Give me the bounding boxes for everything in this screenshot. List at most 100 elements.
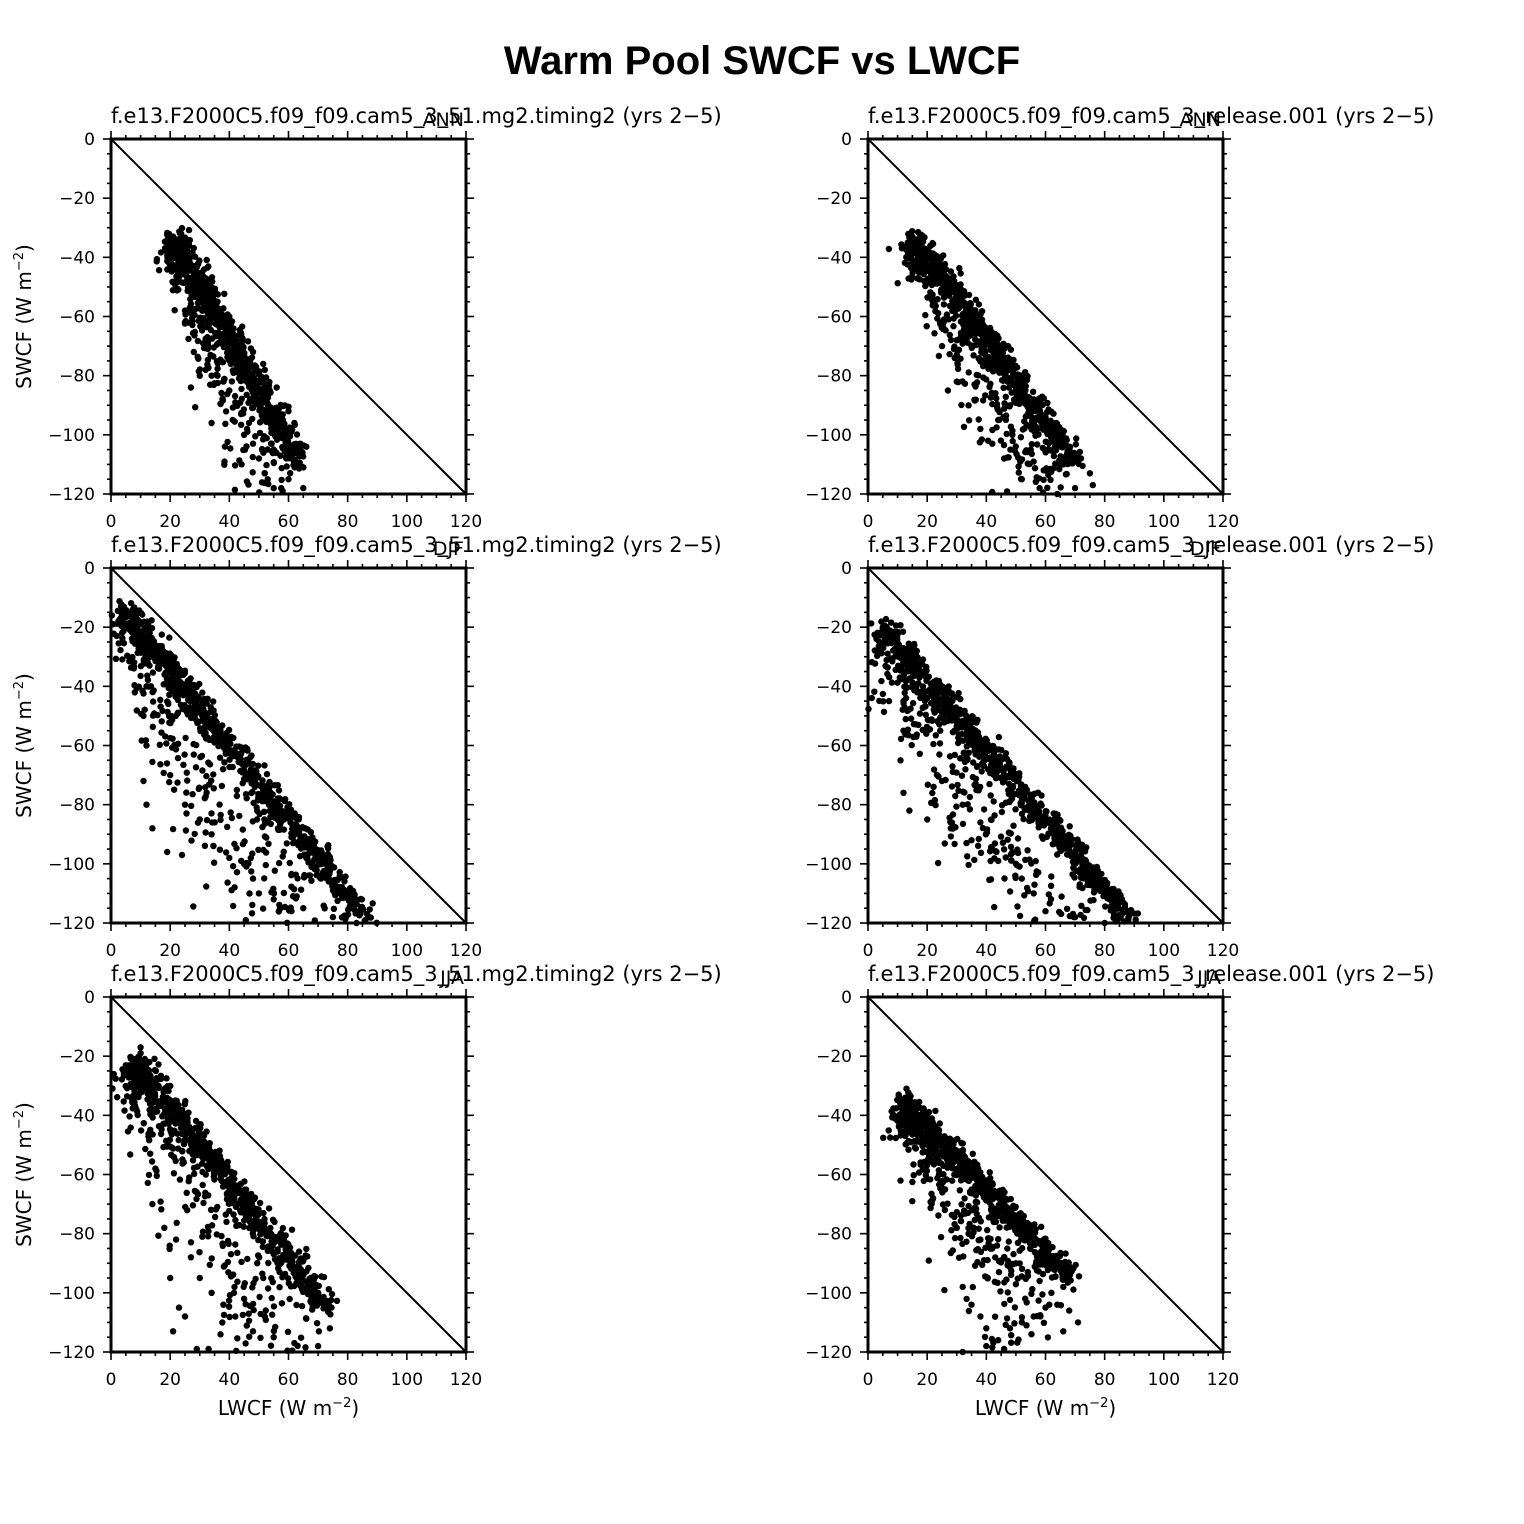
scatter-point bbox=[975, 301, 983, 308]
scatter-point bbox=[338, 888, 345, 896]
scatter-point bbox=[273, 404, 280, 411]
scatter-point bbox=[903, 683, 910, 691]
scatter-point bbox=[1087, 897, 1094, 904]
scatter-point bbox=[974, 842, 982, 849]
scatter-point bbox=[1012, 771, 1019, 778]
scatter-point bbox=[947, 833, 955, 840]
scatter-point bbox=[997, 833, 1005, 840]
scatter-point bbox=[1116, 898, 1124, 906]
scatter-point bbox=[1125, 913, 1133, 921]
scatter-point bbox=[312, 851, 319, 859]
scatter-point bbox=[300, 464, 307, 471]
scatter-point bbox=[1044, 399, 1051, 407]
scatter-point bbox=[947, 336, 955, 344]
scatter-point bbox=[922, 711, 929, 718]
scatter-point bbox=[238, 385, 245, 393]
scatter-point bbox=[889, 658, 896, 665]
scatter-point bbox=[932, 308, 939, 315]
scatter-point bbox=[999, 839, 1007, 846]
scatter-point bbox=[240, 1295, 248, 1303]
scatter-point bbox=[1000, 384, 1007, 391]
scatter-point bbox=[1102, 903, 1109, 910]
scatter-point bbox=[1039, 835, 1047, 842]
scatter-point bbox=[965, 291, 973, 299]
scatter-point bbox=[882, 615, 890, 623]
scatter-point bbox=[1104, 889, 1111, 897]
y-tick-label: −100 bbox=[805, 426, 852, 446]
scatter-point bbox=[234, 1335, 241, 1342]
scatter-point bbox=[998, 808, 1006, 816]
scatter-point bbox=[880, 708, 888, 716]
scatter-point bbox=[880, 644, 887, 652]
scatter-point bbox=[950, 323, 957, 330]
scatter-point bbox=[251, 783, 258, 790]
scatter-point bbox=[1024, 403, 1031, 410]
scatter-point bbox=[126, 1113, 133, 1120]
scatter-point bbox=[244, 747, 251, 754]
scatter-point bbox=[977, 819, 984, 826]
scatter-point bbox=[908, 235, 915, 242]
scatter-point bbox=[118, 606, 125, 613]
scatter-point bbox=[932, 302, 939, 310]
scatter-point bbox=[188, 314, 196, 322]
scatter-point bbox=[1020, 418, 1028, 425]
reference-line bbox=[867, 567, 1224, 924]
scatter-point bbox=[955, 378, 962, 386]
scatter-point bbox=[232, 1216, 239, 1224]
scatter-point bbox=[138, 710, 145, 718]
scatter-point bbox=[210, 698, 217, 705]
scatter-point bbox=[971, 781, 978, 789]
scatter-point bbox=[1086, 470, 1094, 477]
scatter-point bbox=[1021, 892, 1028, 899]
scatter-point bbox=[140, 632, 147, 639]
scatter-point bbox=[180, 279, 187, 286]
scatter-point bbox=[932, 801, 939, 809]
scatter-point bbox=[217, 816, 224, 824]
scatter-point bbox=[908, 741, 915, 749]
scatter-point bbox=[160, 769, 167, 777]
scatter-point bbox=[289, 821, 296, 828]
scatter-point bbox=[194, 261, 201, 268]
scatter-point bbox=[174, 278, 181, 285]
scatter-point bbox=[216, 801, 223, 808]
scatter-point bbox=[968, 837, 975, 844]
scatter-point bbox=[209, 278, 216, 285]
scatter-point bbox=[137, 620, 145, 627]
scatter-point bbox=[928, 281, 935, 289]
scatter-point bbox=[1033, 474, 1040, 481]
scatter-point bbox=[1013, 862, 1021, 869]
scatter-point bbox=[261, 875, 268, 882]
scatter-point bbox=[1009, 437, 1016, 445]
scatter-point bbox=[968, 342, 975, 349]
scatter-point bbox=[1036, 810, 1043, 817]
scatter-point bbox=[276, 795, 283, 802]
scatter-point bbox=[124, 652, 131, 659]
scatter-panel-2: f.e13.F2000C5.f09_f09.cam5_3_release.001… bbox=[805, 104, 1434, 532]
scatter-point bbox=[989, 426, 996, 434]
scatter-point bbox=[1008, 389, 1015, 396]
scatter-point bbox=[871, 647, 878, 654]
scatter-point bbox=[249, 760, 256, 768]
scatter-point bbox=[970, 759, 977, 766]
scatter-point bbox=[958, 772, 966, 779]
y-tick-label: −80 bbox=[59, 796, 95, 816]
scatter-point bbox=[300, 484, 307, 492]
scatter-point bbox=[112, 655, 120, 662]
scatter-point bbox=[201, 842, 209, 849]
scatter-point bbox=[930, 251, 937, 258]
scatter-point bbox=[1002, 854, 1009, 861]
y-tick-label: −40 bbox=[816, 677, 852, 697]
scatter-point bbox=[221, 443, 229, 450]
scatter-point bbox=[1024, 847, 1031, 854]
scatter-point bbox=[240, 406, 248, 413]
scatter-point bbox=[180, 671, 187, 679]
scatter-point bbox=[984, 437, 992, 444]
scatter-point bbox=[959, 820, 967, 828]
scatter-point bbox=[257, 1310, 264, 1318]
scatter-point bbox=[1029, 388, 1037, 395]
scatter-point bbox=[945, 284, 953, 292]
scatter-point bbox=[1008, 857, 1015, 864]
scatter-point bbox=[316, 874, 324, 881]
scatter-point bbox=[185, 226, 193, 234]
scatter-point bbox=[905, 640, 912, 647]
